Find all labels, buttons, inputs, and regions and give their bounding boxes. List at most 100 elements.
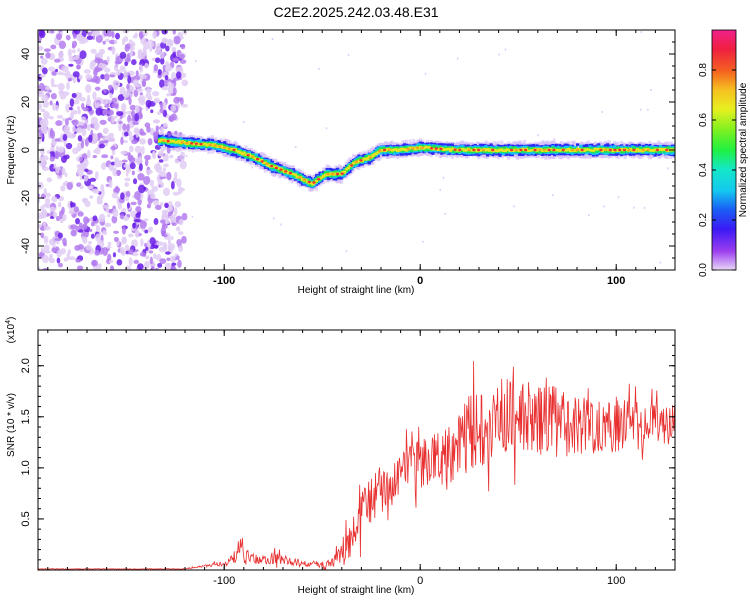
noise-blob [102, 230, 108, 236]
noise-blob [101, 154, 109, 159]
signal-track-cell [637, 149, 641, 153]
noise-blob [172, 57, 180, 62]
noise-blob [142, 78, 147, 87]
noise-blob [176, 239, 183, 246]
signal-track-cell [660, 148, 664, 152]
noise-speck [271, 38, 274, 41]
y-tick-label: 0 [20, 147, 32, 153]
signal-track-cell [396, 149, 400, 153]
signal-peak [180, 141, 184, 144]
noise-blob [82, 216, 89, 225]
noise-blob [65, 103, 71, 113]
colorbar-tick-label: 0.2 [698, 213, 709, 227]
noise-blob [138, 94, 146, 104]
signal-peak [232, 148, 236, 152]
noise-blob [172, 191, 180, 196]
noise-blob [113, 236, 119, 242]
signal-track-cell [408, 146, 412, 150]
signal-track-cell [196, 142, 200, 146]
noise-blob [111, 46, 116, 55]
signal-track-cell [276, 166, 280, 172]
signal-track-cell [237, 150, 241, 154]
noise-blob [107, 213, 111, 218]
signal-track-cell [494, 149, 499, 153]
signal-peak [491, 148, 495, 152]
noise-blob [139, 64, 143, 74]
noise-blob [78, 229, 84, 233]
signal-track-cell [427, 146, 432, 149]
signal-peak [190, 142, 194, 145]
noise-blob [108, 179, 113, 189]
signal-track-cell [281, 169, 285, 172]
noise-blob [149, 193, 156, 200]
noise-blob [54, 58, 61, 63]
noise-blob [112, 79, 117, 88]
noise-blob [77, 108, 81, 115]
signal-track-cell [447, 147, 451, 151]
noise-blob [73, 30, 81, 35]
noise-blob [134, 145, 142, 154]
noise-speck [633, 206, 635, 209]
noise-blob [112, 208, 119, 218]
noise-blob [52, 211, 58, 218]
signal-track-cell [205, 144, 209, 147]
signal-peak [580, 148, 584, 152]
noise-blob [81, 128, 87, 137]
signal-peak [632, 148, 636, 152]
noise-blob [39, 74, 46, 78]
noise-blob [110, 145, 116, 151]
signal-track-cell [431, 147, 435, 151]
noise-blob [65, 142, 73, 150]
signal-track-cell [546, 149, 550, 153]
signal-track-cell [224, 146, 229, 150]
noise-blob [125, 190, 131, 198]
signal-track-cell [574, 148, 578, 152]
noise-blob [159, 171, 167, 178]
noise-blob [58, 169, 62, 177]
noise-blob [180, 43, 186, 50]
signal-track-cell [323, 170, 327, 177]
noise-blob [60, 185, 66, 192]
noise-blob [153, 163, 161, 171]
noise-blob [108, 133, 112, 139]
noise-blob [130, 86, 135, 92]
noise-blob [49, 30, 55, 34]
noise-blob [77, 135, 83, 142]
noise-blob [87, 241, 92, 245]
noise-blob [109, 92, 113, 99]
snr-frame [37, 329, 676, 571]
signal-track-cell [478, 148, 483, 152]
noise-blob [133, 219, 141, 223]
noise-blob [159, 202, 164, 207]
noise-blob [46, 177, 53, 183]
signal-track-cell [475, 149, 479, 153]
noise-blob [106, 55, 110, 64]
noise-blob [138, 163, 143, 171]
noise-blob [139, 128, 144, 135]
noise-blob [113, 230, 119, 234]
noise-blob [102, 127, 109, 135]
noise-blob [161, 30, 168, 35]
noise-blob [76, 36, 84, 42]
noise-blob [178, 244, 184, 253]
signal-track-cell [168, 139, 172, 142]
x-tick-label: 0 [417, 275, 423, 287]
noise-blob [166, 171, 172, 181]
noise-speck [442, 176, 445, 179]
noise-blob [94, 171, 99, 180]
noise-blob [140, 238, 144, 247]
noise-blob [112, 168, 119, 177]
noise-blob [69, 112, 74, 120]
noise-blob [48, 66, 56, 72]
noise-blob [85, 84, 92, 94]
noise-blob [67, 78, 72, 82]
signal-peak [411, 147, 415, 150]
snr-series-line [38, 361, 675, 570]
noise-blob [167, 243, 176, 251]
signal-peak [613, 148, 617, 152]
exponent-prefix: (x10 [6, 323, 17, 343]
noise-blob [170, 181, 175, 190]
signal-track-cell [329, 172, 333, 176]
signal-peak [284, 170, 288, 173]
noise-speck [347, 53, 350, 56]
